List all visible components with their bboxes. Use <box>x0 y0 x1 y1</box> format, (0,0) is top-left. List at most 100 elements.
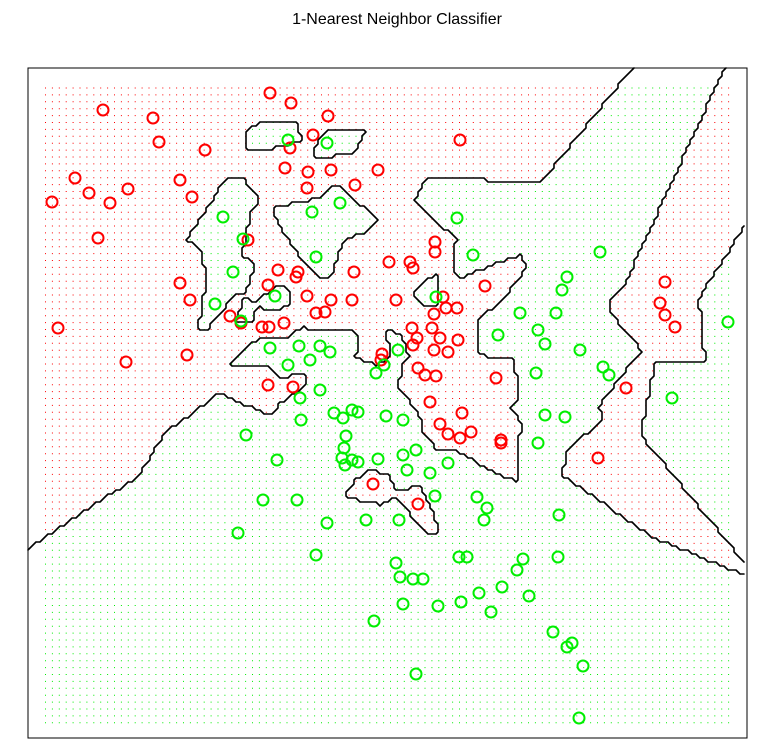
point <box>389 556 403 570</box>
point <box>396 413 410 427</box>
point <box>183 293 197 307</box>
point <box>423 466 437 480</box>
point <box>510 563 524 577</box>
point <box>721 315 735 329</box>
point <box>431 599 445 613</box>
point <box>453 133 467 147</box>
point <box>321 109 335 123</box>
point <box>452 550 466 564</box>
point <box>306 128 320 142</box>
point <box>427 307 441 321</box>
point <box>371 452 385 466</box>
point <box>68 171 82 185</box>
point <box>338 458 352 472</box>
point <box>377 358 391 372</box>
point <box>653 296 667 310</box>
point <box>565 636 579 650</box>
point <box>294 413 308 427</box>
point <box>369 366 383 380</box>
point <box>477 513 491 527</box>
point <box>665 391 679 405</box>
point <box>391 343 405 357</box>
point <box>555 283 569 297</box>
point <box>466 248 480 262</box>
point <box>551 550 565 564</box>
point <box>185 190 199 204</box>
point <box>382 255 396 269</box>
point <box>400 463 414 477</box>
point <box>464 425 478 439</box>
point <box>236 232 250 246</box>
point <box>367 614 381 628</box>
point <box>345 403 359 417</box>
point <box>119 355 133 369</box>
point <box>309 548 323 562</box>
point <box>263 86 277 100</box>
point <box>283 141 297 155</box>
point <box>180 348 194 362</box>
point <box>411 497 425 511</box>
point <box>173 173 187 187</box>
point <box>416 572 430 586</box>
point <box>293 391 307 405</box>
point <box>231 526 245 540</box>
point <box>91 231 105 245</box>
point <box>538 408 552 422</box>
point <box>337 441 351 455</box>
point <box>406 261 420 275</box>
point <box>263 341 277 355</box>
point <box>396 448 410 462</box>
point <box>336 411 350 425</box>
point <box>489 371 503 385</box>
point <box>303 353 317 367</box>
point <box>429 369 443 383</box>
point <box>234 314 248 328</box>
region-dots <box>45 87 730 724</box>
point <box>450 211 464 225</box>
point <box>261 378 275 392</box>
point <box>281 133 295 147</box>
point <box>173 276 187 290</box>
point <box>318 305 332 319</box>
point <box>516 552 530 566</box>
point <box>573 343 587 357</box>
point <box>441 427 455 441</box>
point <box>345 293 359 307</box>
point <box>619 381 633 395</box>
point <box>668 320 682 334</box>
region-dots <box>45 87 730 565</box>
point <box>320 136 334 150</box>
point <box>454 595 468 609</box>
point <box>271 263 285 277</box>
point <box>305 205 319 219</box>
point <box>82 186 96 200</box>
point <box>301 165 315 179</box>
point <box>531 323 545 337</box>
point <box>529 366 543 380</box>
point <box>284 96 298 110</box>
point <box>290 493 304 507</box>
point <box>152 135 166 149</box>
point <box>348 178 362 192</box>
point <box>324 163 338 177</box>
point <box>478 279 492 293</box>
point <box>484 605 498 619</box>
point <box>455 406 469 420</box>
point <box>549 306 563 320</box>
point <box>389 293 403 307</box>
point <box>300 289 314 303</box>
point <box>425 321 439 335</box>
point <box>239 428 253 442</box>
point <box>208 297 222 311</box>
point <box>309 250 323 264</box>
point <box>198 143 212 157</box>
point <box>256 493 270 507</box>
point <box>103 196 117 210</box>
point <box>366 477 380 491</box>
point <box>423 395 437 409</box>
plot-frame <box>27 67 748 739</box>
point <box>658 275 672 289</box>
point <box>409 667 423 681</box>
point <box>309 306 323 320</box>
